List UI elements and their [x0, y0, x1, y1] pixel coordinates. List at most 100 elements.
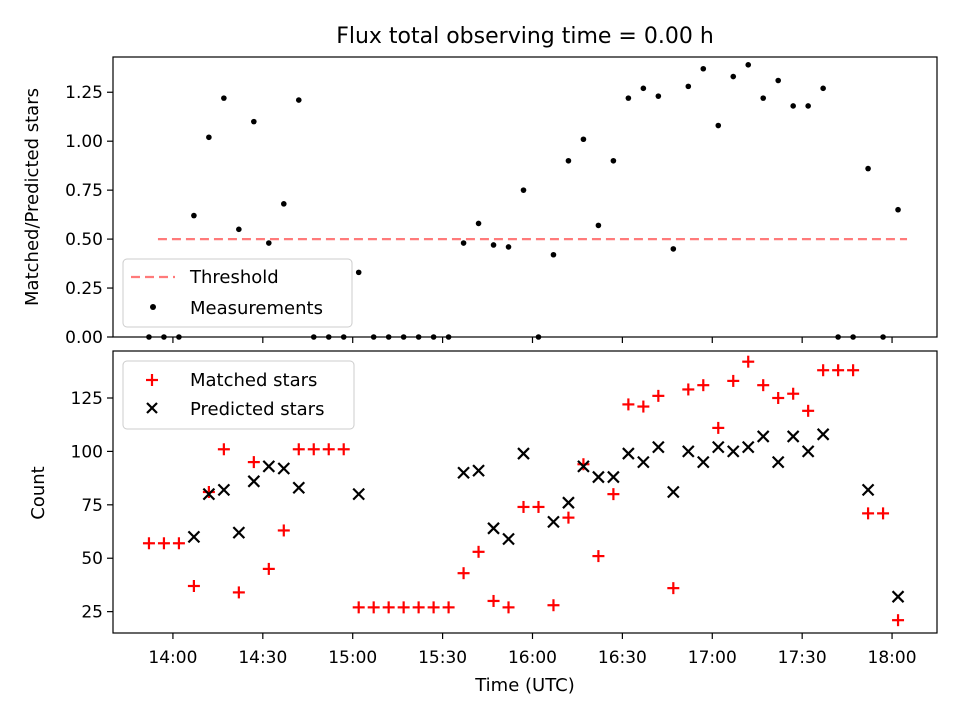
predicted-star-mark-b: [652, 440, 665, 454]
predicted-star-point: [292, 481, 306, 495]
predicted-star-point: [756, 430, 770, 443]
predicted-star-mark-b: [592, 470, 605, 484]
measurement-point: [685, 83, 692, 90]
bottom-y-ticks: 25 50 75 100 125: [71, 389, 113, 623]
measurement-point: [820, 85, 826, 92]
measurement-point: [790, 103, 796, 109]
x-tick-label: 14:00: [148, 648, 197, 668]
matched-star-point: [652, 389, 665, 402]
measurement-point: [610, 157, 617, 164]
top-y-tick-label: 0.75: [65, 181, 103, 201]
predicted-star-mark-b: [262, 460, 276, 473]
predicted-star-mark-b: [667, 485, 680, 499]
bottom-y-tick-label: 25: [81, 603, 103, 623]
matched-star-point: [892, 614, 905, 627]
measurement-point: [700, 65, 707, 72]
top-legend-box: [122, 258, 353, 328]
bottom-legend: Matched stars Predicted stars: [122, 360, 355, 430]
legend-predicted-swatch: [146, 402, 158, 414]
predicted-star-point: [187, 530, 201, 544]
predicted-star-point: [816, 428, 830, 441]
bottom-y-tick-label: 75: [81, 496, 103, 516]
matched-star-point: [517, 500, 530, 513]
predicted-star-mark-b: [562, 496, 575, 509]
predicted-star-point: [592, 470, 605, 484]
measurement-point: [520, 187, 527, 193]
predicted-star-point: [217, 483, 231, 497]
predicted-star-mark-b: [682, 445, 695, 458]
matched-star-point: [322, 443, 335, 456]
matched-star-point: [262, 562, 275, 575]
matched-star-point: [367, 601, 380, 614]
top-y-tick-label: 0.25: [65, 279, 103, 299]
legend-measurements-swatch: [150, 304, 156, 310]
matched-star-point: [817, 364, 830, 377]
predicted-star-point: [726, 445, 740, 458]
x-tick-label: 17:00: [688, 648, 737, 668]
matched-star-point: [427, 601, 440, 614]
measurement-point: [505, 244, 512, 250]
predicted-star-mark-b: [202, 487, 216, 501]
matched-star-point: [397, 601, 410, 614]
matched-star-point: [382, 601, 395, 614]
measurement-point: [775, 77, 781, 84]
predicted-star-mark-b: [232, 526, 246, 539]
predicted-star-point: [247, 475, 261, 488]
matched-star-point: [502, 601, 515, 614]
legend-measurements-label: Measurements: [190, 298, 323, 319]
predicted-star-mark-b: [801, 445, 815, 458]
predicted-star-point: [457, 466, 470, 480]
measurement-point: [550, 251, 557, 258]
predicted-star-mark-b: [637, 455, 650, 469]
predicted-star-point: [517, 447, 530, 460]
matched-star-point: [277, 524, 290, 537]
predicted-star-point: [891, 590, 905, 603]
matched-star-point: [292, 443, 305, 456]
matched-star-point: [577, 458, 590, 471]
top-y-ticks: 0.00 0.25 0.50 0.75 1.00 1.25: [65, 83, 113, 348]
measurement-point: [595, 222, 602, 229]
matched-star-point: [142, 537, 155, 550]
measurement-point: [460, 240, 467, 246]
measurement-point: [655, 93, 662, 99]
bottom-legend-box: [122, 360, 355, 430]
x-tick-label: 17:30: [778, 648, 827, 668]
matched-star-point: [847, 364, 860, 377]
measurement-point: [760, 95, 767, 101]
matched-stars-points: [142, 355, 905, 627]
x-axis-label: Time (UTC): [474, 675, 575, 696]
predicted-star-mark-b: [472, 464, 485, 477]
matched-star-point: [877, 507, 890, 520]
legend-matched-label: Matched stars: [190, 370, 317, 391]
predicted-star-mark-b: [517, 447, 530, 460]
predicted-star-mark-b: [697, 455, 710, 469]
predicted-star-mark-b: [786, 430, 800, 443]
measurement-point: [745, 62, 752, 68]
predicted-star-mark-b: [187, 530, 201, 544]
bottom-x-ticks: 14:00 14:30 15:00 15:30 16:00 16:30 17:00 17:30…: [148, 633, 917, 668]
matched-star-point: [667, 582, 680, 595]
x-tick-label: 15:30: [418, 648, 467, 668]
matched-star-point: [442, 601, 455, 614]
predicted-star-mark-b: [502, 532, 515, 546]
top-y-tick-label: 0.50: [65, 230, 103, 250]
legend-matched-swatch: [146, 374, 158, 386]
matched-star-point: [247, 456, 260, 469]
predicted-star-point: [352, 487, 365, 501]
top-x-tick-marks: [172, 337, 893, 343]
predicted-star-mark-b: [756, 430, 770, 443]
predicted-star-point: [711, 440, 725, 454]
predicted-star-mark-b: [292, 481, 306, 495]
measurement-point: [206, 134, 212, 141]
matched-star-point: [787, 387, 800, 400]
top-y-tick-label: 1.00: [65, 132, 103, 152]
predicted-star-point: [697, 455, 710, 469]
matched-star-point: [412, 601, 425, 614]
measurement-point: [251, 118, 257, 125]
matched-star-point: [712, 421, 725, 434]
measurement-point: [475, 220, 482, 227]
predicted-star-point: [547, 515, 560, 529]
predicted-stars-points: [187, 428, 905, 603]
predicted-star-mark-b: [217, 483, 231, 497]
